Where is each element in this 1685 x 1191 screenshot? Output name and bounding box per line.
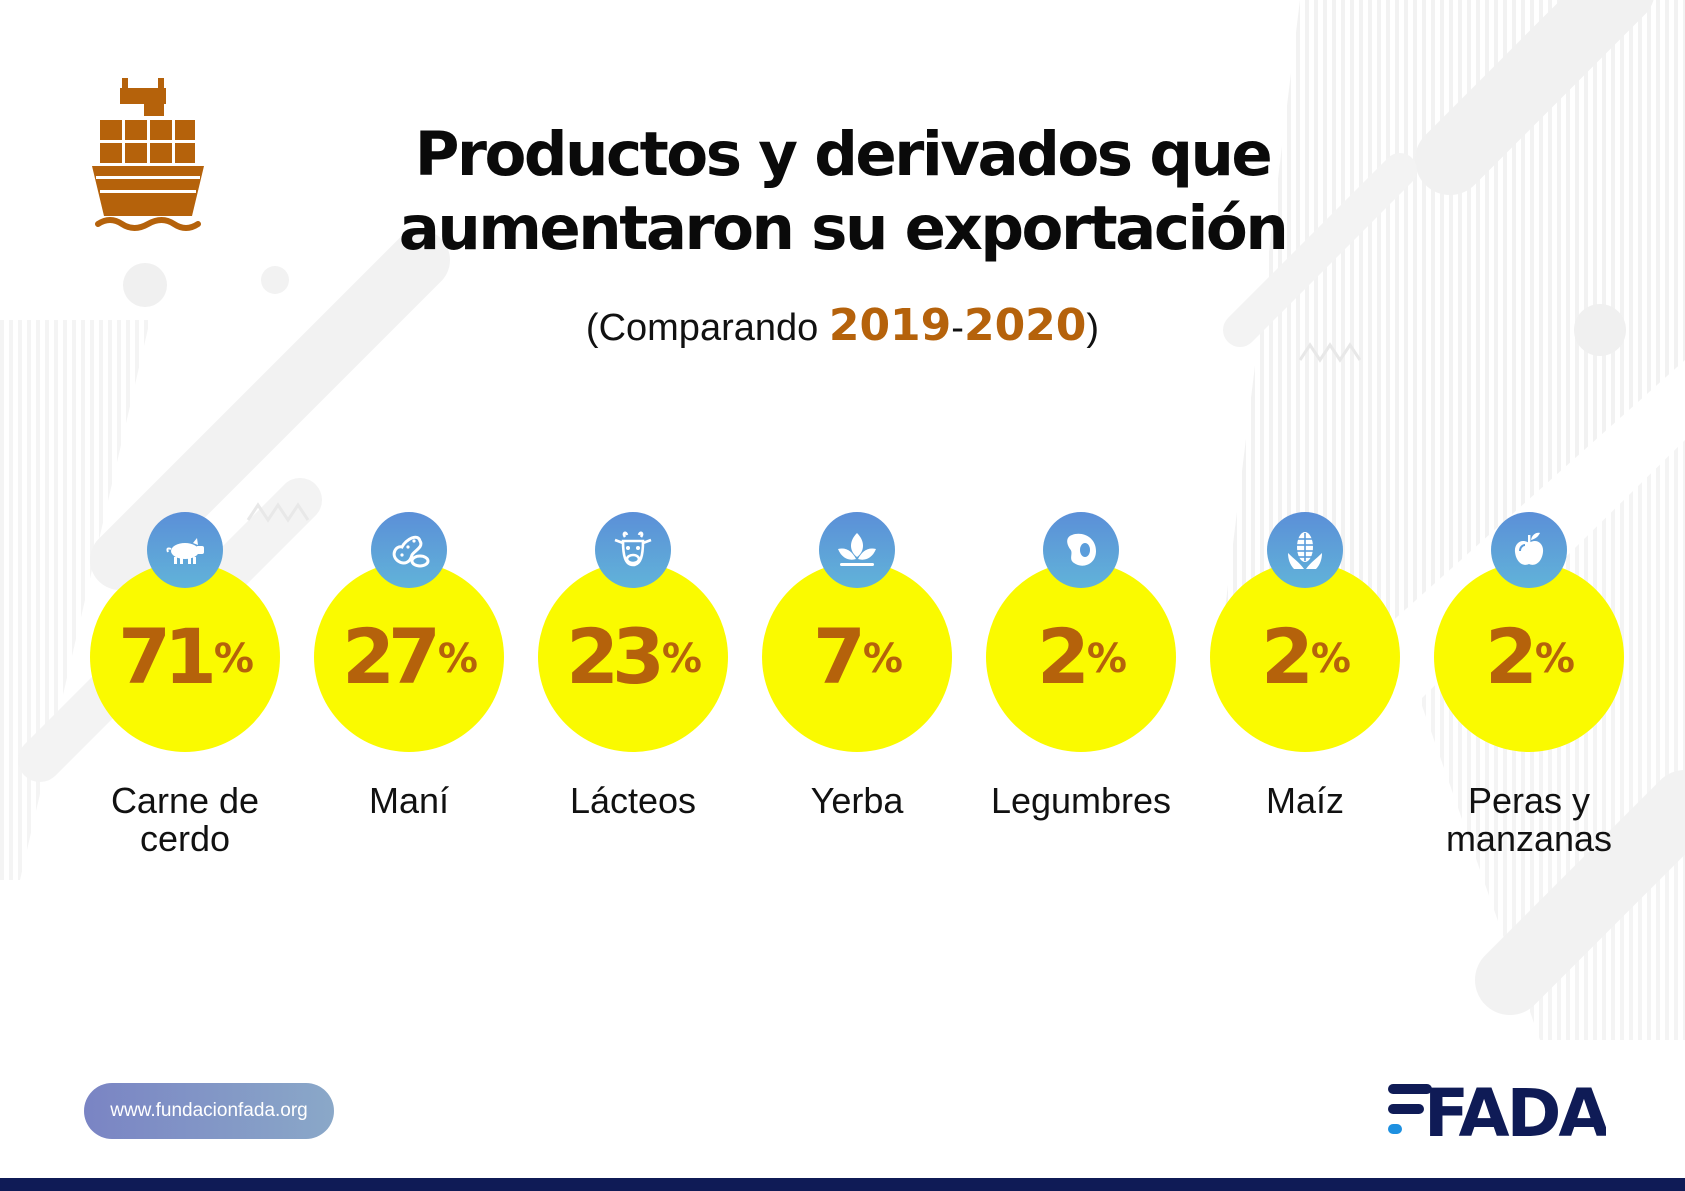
product-label: Maní (368, 780, 450, 821)
percentage-circle: 2% (1434, 562, 1624, 752)
product-peras-y-manzanas: 2% Peras y manzanas (1429, 512, 1629, 872)
percentage-value: 2 (1261, 612, 1314, 701)
percentage-circle: 7% (762, 562, 952, 752)
product-label: Peras y manzanas (1445, 780, 1613, 859)
title-line-2: aumentaron su exportación (398, 193, 1289, 264)
percentage-unit: % (213, 636, 254, 682)
product-label: Maíz (1265, 780, 1344, 821)
percentage-value: 2 (1485, 612, 1538, 701)
products-row: 71% Carne de cerdo 27% Maní 23% Lácteos … (85, 512, 1629, 872)
leaves-icon (819, 512, 895, 588)
percentage-unit: % (862, 636, 903, 682)
apple-icon (1491, 512, 1567, 588)
product-legumbres: 2% Legumbres (981, 512, 1181, 872)
percentage-circle: 2% (1210, 562, 1400, 752)
bottom-bar (0, 1178, 1685, 1191)
page-title: Productos y derivados que aumentaron su … (290, 118, 1395, 266)
logo-wordmark: FADA (1424, 1080, 1606, 1142)
percentage-circle: 27% (314, 562, 504, 752)
percentage-circle: 2% (986, 562, 1176, 752)
product-mani: 27% Maní (309, 512, 509, 872)
subtitle-prefix: (Comparando (585, 307, 829, 349)
percentage-value: 7 (813, 612, 866, 701)
product-lacteos: 23% Lácteos (533, 512, 733, 872)
subtitle-year-start: 2019 (828, 300, 952, 351)
subtitle-separator: - (951, 307, 964, 349)
percentage-unit: % (661, 636, 702, 682)
cow-icon (595, 512, 671, 588)
product-label: Carne de cerdo (110, 780, 260, 859)
subtitle-suffix: ) (1086, 307, 1100, 349)
fada-logo: FADA (1388, 1080, 1606, 1142)
subtitle: (Comparando 2019-2020) (290, 300, 1395, 351)
percentage-circle: 23% (538, 562, 728, 752)
percentage-unit: % (437, 636, 478, 682)
percentage-unit: % (1310, 636, 1351, 682)
percentage-unit: % (1086, 636, 1127, 682)
product-label: Legumbres (990, 780, 1172, 821)
product-label: Yerba (810, 780, 904, 821)
corn-icon (1267, 512, 1343, 588)
percentage-value: 2 (1037, 612, 1090, 701)
peanut-icon (371, 512, 447, 588)
product-yerba: 7% Yerba (757, 512, 957, 872)
cargo-ship-icon (92, 78, 204, 231)
percentage-value: 27 (342, 612, 441, 701)
website-url: www.fundacionfada.org (110, 1100, 308, 1121)
product-carne-de-cerdo: 71% Carne de cerdo (85, 512, 285, 872)
percentage-value: 71 (118, 612, 217, 701)
percentage-value: 23 (566, 612, 665, 701)
product-label: Lácteos (569, 780, 697, 821)
product-maiz: 2% Maíz (1205, 512, 1405, 872)
subtitle-year-end: 2020 (963, 300, 1087, 351)
pig-icon (147, 512, 223, 588)
title-line-1: Productos y derivados que (414, 119, 1273, 190)
bean-icon (1043, 512, 1119, 588)
percentage-unit: % (1534, 636, 1575, 682)
website-link[interactable]: www.fundacionfada.org (84, 1083, 334, 1139)
percentage-circle: 71% (90, 562, 280, 752)
